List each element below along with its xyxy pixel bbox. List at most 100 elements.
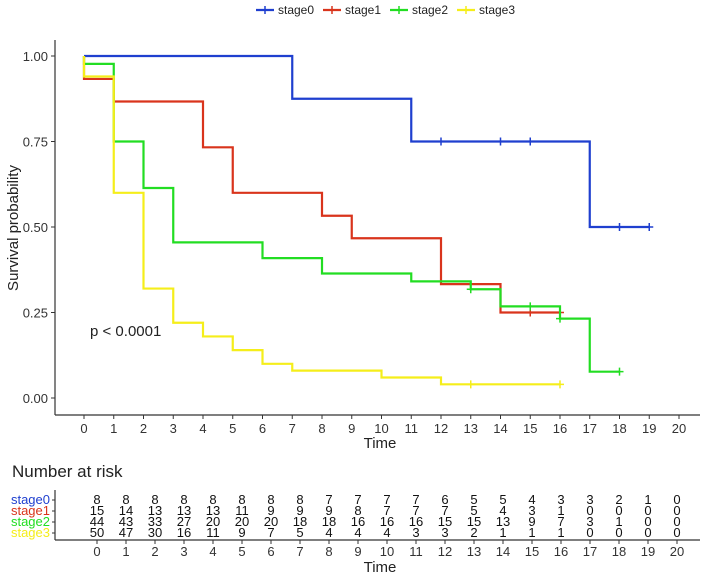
risk-cell: 5 — [296, 525, 303, 540]
risk-cell: 8 — [93, 492, 100, 507]
risk-x-tick-label: 17 — [583, 544, 597, 559]
risk-x-tick-label: 16 — [554, 544, 568, 559]
risk-cell: 9 — [528, 514, 535, 529]
risk-cell: 9 — [296, 503, 303, 518]
risk-cell: 9 — [325, 503, 332, 518]
risk-cell: 1 — [499, 525, 506, 540]
y-tick-label: 1.00 — [23, 49, 48, 64]
risk-cell: 4 — [383, 525, 390, 540]
censor-mark-stage0 — [437, 137, 445, 146]
risk-x-tick-label: 15 — [525, 544, 539, 559]
risk-x-tick-label: 14 — [496, 544, 510, 559]
risk-x-tick-label: 19 — [641, 544, 655, 559]
x-tick-label: 6 — [259, 421, 266, 436]
risk-cell: 0 — [644, 503, 651, 518]
y-tick-label: 0.00 — [23, 391, 48, 406]
x-tick-label: 5 — [229, 421, 236, 436]
risk-x-tick-label: 3 — [180, 544, 187, 559]
risk-cell: 7 — [441, 503, 448, 518]
risk-cell: 15 — [90, 503, 104, 518]
censor-mark-stage2 — [615, 367, 624, 376]
risk-cell: 0 — [644, 525, 651, 540]
risk-cell: 11 — [235, 503, 249, 518]
risk-cell: 3 — [586, 514, 593, 529]
risk-cell: 9 — [267, 503, 274, 518]
risk-cell: 8 — [296, 492, 303, 507]
risk-cell: 7 — [412, 492, 419, 507]
censor-mark-stage2 — [526, 302, 535, 311]
risk-x-tick-label: 8 — [325, 544, 332, 559]
survival-plot: 0.000.250.500.751.000 1 2 3 4 5 6 7 8 9 10 11 12 13 14… — [23, 40, 700, 436]
risk-cell: 18 — [322, 514, 336, 529]
risk-cell: 9 — [238, 525, 245, 540]
x-tick-label: 7 — [289, 421, 296, 436]
risk-cell: 1 — [615, 514, 622, 529]
risk-row-label-stage3: stage3 — [11, 525, 50, 540]
risk-cell: 1 — [528, 525, 535, 540]
risk-cell: 13 — [148, 503, 162, 518]
risk-row-label-stage0: stage0 — [11, 492, 50, 507]
risk-cell: 14 — [119, 503, 133, 518]
risk-cell: 8 — [180, 492, 187, 507]
risk-row-label-stage1: stage1 — [11, 503, 50, 518]
x-tick-label: 13 — [464, 421, 478, 436]
x-tick-label: 4 — [199, 421, 206, 436]
y-tick-label: 0.25 — [23, 306, 48, 321]
x-tick-label: 0 — [80, 421, 87, 436]
censor-mark-stage3 — [466, 380, 475, 389]
y-tick-label: 0.50 — [23, 220, 48, 235]
risk-cell: 16 — [409, 514, 423, 529]
legend-label: stage2 — [412, 3, 448, 17]
risk-cell: 33 — [148, 514, 162, 529]
risk-cell: 0 — [673, 503, 680, 518]
x-tick-label: 8 — [318, 421, 325, 436]
x-tick-label: 12 — [434, 421, 448, 436]
risk-cell: 7 — [383, 492, 390, 507]
risk-cell: 0 — [615, 503, 622, 518]
censor-mark-stage0 — [526, 137, 535, 146]
risk-cell: 4 — [528, 492, 535, 507]
legend-item-stage2: stage2 — [390, 3, 448, 17]
y-axis-label: Survival probability — [5, 165, 22, 291]
risk-cell: 0 — [673, 492, 680, 507]
risk-x-tick-label: 9 — [354, 544, 361, 559]
censor-mark-stage2 — [556, 314, 564, 323]
censor-mark-stage3 — [556, 380, 564, 389]
y-tick-label: 0.75 — [23, 135, 48, 150]
risk-cell: 43 — [119, 514, 133, 529]
x-tick-label: 19 — [642, 421, 656, 436]
legend-item-stage1: stage1 — [323, 3, 381, 17]
legend-label: stage0 — [278, 3, 314, 17]
risk-cell: 8 — [122, 492, 129, 507]
risk-cell: 5 — [470, 503, 477, 518]
risk-x-tick-label: 2 — [151, 544, 158, 559]
risk-cell: 6 — [441, 492, 448, 507]
risk-cell: 1 — [557, 503, 564, 518]
risk-cell: 30 — [148, 525, 162, 540]
risk-cell: 0 — [673, 525, 680, 540]
legend: stage0 stage1 stage2 stage3 — [256, 3, 515, 17]
x-tick-label: 14 — [493, 421, 507, 436]
risk-x-tick-label: 5 — [238, 544, 245, 559]
risk-cell: 13 — [496, 514, 510, 529]
risk-cell: 3 — [441, 525, 448, 540]
risk-x-tick-label: 20 — [670, 544, 684, 559]
risk-cell: 4 — [325, 525, 332, 540]
censor-mark-stage0 — [496, 137, 505, 146]
legend-label: stage3 — [479, 3, 515, 17]
x-tick-label: 16 — [553, 421, 567, 436]
risk-cell: 5 — [499, 492, 506, 507]
risk-cell: 8 — [238, 492, 245, 507]
risk-cell: 0 — [673, 514, 680, 529]
risk-cell: 3 — [412, 525, 419, 540]
risk-cell: 11 — [206, 525, 220, 540]
risk-cell: 4 — [499, 503, 506, 518]
risk-cell: 13 — [177, 503, 191, 518]
x-tick-label: 17 — [583, 421, 597, 436]
risk-cell: 8 — [209, 492, 216, 507]
risk-cell: 0 — [586, 525, 593, 540]
risk-cell: 16 — [380, 514, 394, 529]
risk-cell: 4 — [354, 525, 361, 540]
